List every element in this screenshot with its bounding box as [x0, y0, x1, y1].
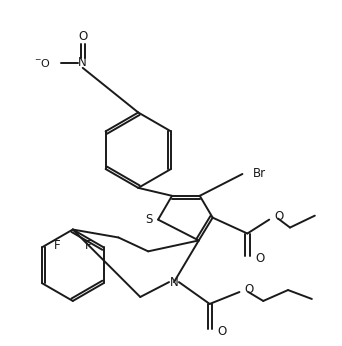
- Text: O: O: [255, 252, 265, 265]
- Text: O: O: [78, 30, 87, 43]
- Text: O: O: [218, 325, 227, 338]
- Text: O: O: [274, 210, 284, 223]
- Text: F: F: [54, 239, 61, 252]
- Text: N: N: [78, 56, 87, 70]
- Text: F: F: [85, 239, 92, 252]
- Text: N: N: [170, 276, 178, 289]
- Text: $^{-}$O: $^{-}$O: [34, 57, 51, 69]
- Text: Br: Br: [253, 166, 266, 180]
- Text: S: S: [145, 213, 153, 226]
- Text: O: O: [245, 283, 254, 295]
